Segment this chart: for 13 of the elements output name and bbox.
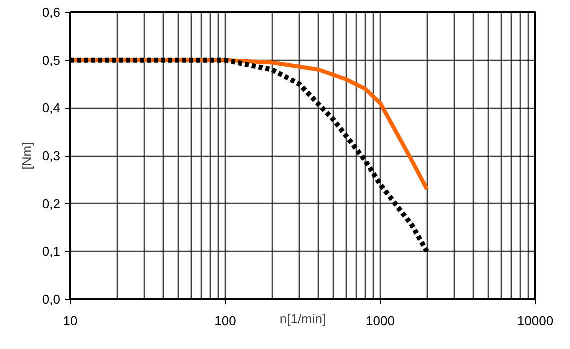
x-axis-title: n[1/min] (280, 312, 326, 326)
x-tick-label: 10 (63, 314, 78, 328)
y-tick-label: 0,4 (42, 100, 61, 116)
x-tick-label: 1000 (366, 314, 395, 328)
x-tick-label: 100 (214, 314, 236, 328)
y-tick-label: 0,6 (42, 5, 61, 20)
y-tick-label: 0,0 (42, 292, 61, 307)
y-axis-title: [Nm] (19, 142, 34, 170)
y-tick-label: 0,3 (42, 148, 61, 164)
x-tick-label: 10000 (517, 314, 554, 328)
y-tick-label: 0,1 (42, 244, 61, 260)
y-tick-label: 0,5 (42, 52, 61, 68)
y-tick-label: 0,2 (42, 196, 61, 212)
